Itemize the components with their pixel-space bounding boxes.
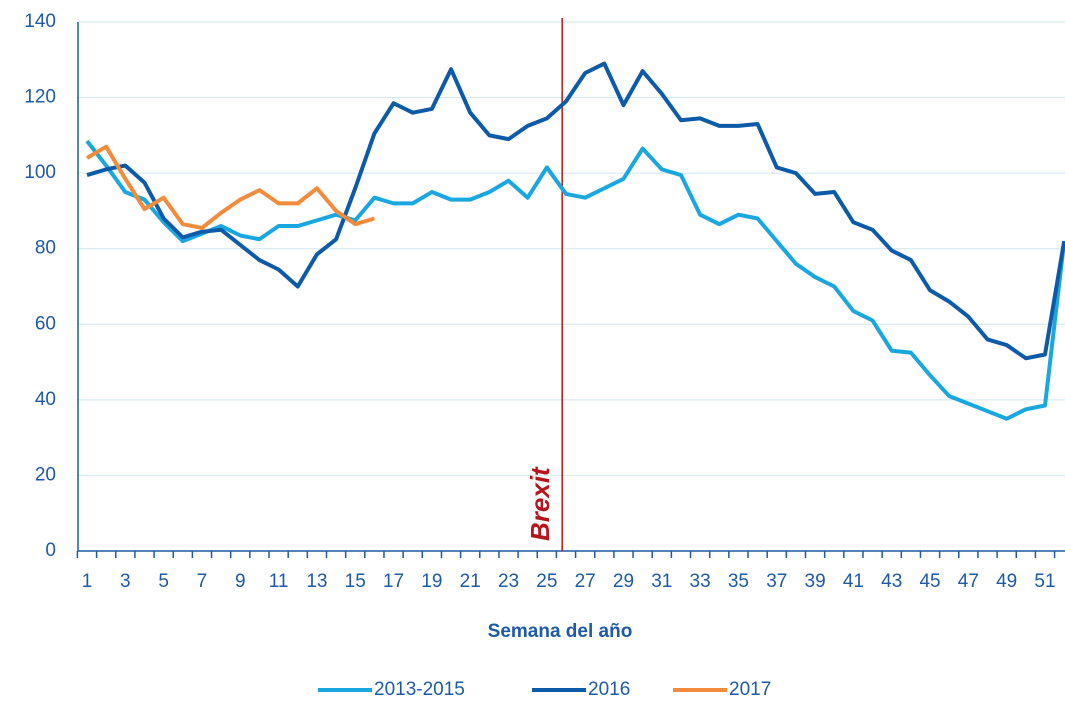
legend-label: 2016 <box>588 679 630 700</box>
x-tick-label: 7 <box>197 571 208 592</box>
x-tick-label: 5 <box>158 571 169 592</box>
annotation-label: Brexit <box>525 466 555 541</box>
x-tick-label: 11 <box>269 571 289 592</box>
y-tick-label: 40 <box>35 389 56 410</box>
x-tick-label: 3 <box>120 571 131 592</box>
x-tick-label: 15 <box>345 571 366 592</box>
x-tick-label: 19 <box>421 571 442 592</box>
x-tick-label: 51 <box>1034 571 1055 592</box>
x-tick-label: 27 <box>575 571 596 592</box>
x-tick-label: 13 <box>306 571 327 592</box>
x-tick-label: 47 <box>958 571 979 592</box>
series-line <box>86 61 1065 361</box>
x-tick-label: 39 <box>805 571 826 592</box>
x-tick-label: 33 <box>690 571 711 592</box>
x-tick-label: 17 <box>383 571 404 592</box>
y-tick-label: 60 <box>35 313 56 334</box>
x-tick-label: 1 <box>82 571 93 592</box>
y-tick-label: 120 <box>24 87 56 108</box>
x-axis-title: Semana del año <box>488 621 633 642</box>
x-tick-label: 43 <box>881 571 902 592</box>
x-tick-label: 23 <box>498 571 519 592</box>
x-tick-label: 31 <box>651 571 672 592</box>
x-tick-label: 45 <box>919 571 940 592</box>
legend-label: 2013-2015 <box>374 679 465 700</box>
x-tick-label: 25 <box>536 571 557 592</box>
y-tick-label: 0 <box>45 540 56 561</box>
x-tick-label: 35 <box>728 571 749 592</box>
x-tick-label: 9 <box>235 571 246 592</box>
y-tick-label: 140 <box>24 11 56 32</box>
y-tick-label: 100 <box>24 162 56 183</box>
x-tick-label: 21 <box>460 571 481 592</box>
x-tick-label: 37 <box>766 571 787 592</box>
x-tick-label: 49 <box>996 571 1017 592</box>
y-tick-label: 20 <box>35 464 56 485</box>
series-line <box>85 144 375 230</box>
y-tick-label: 80 <box>35 238 56 259</box>
series-line <box>85 139 1065 421</box>
legend-label: 2017 <box>729 679 771 700</box>
x-tick-label: 29 <box>613 571 634 592</box>
x-tick-label: 41 <box>843 571 864 592</box>
